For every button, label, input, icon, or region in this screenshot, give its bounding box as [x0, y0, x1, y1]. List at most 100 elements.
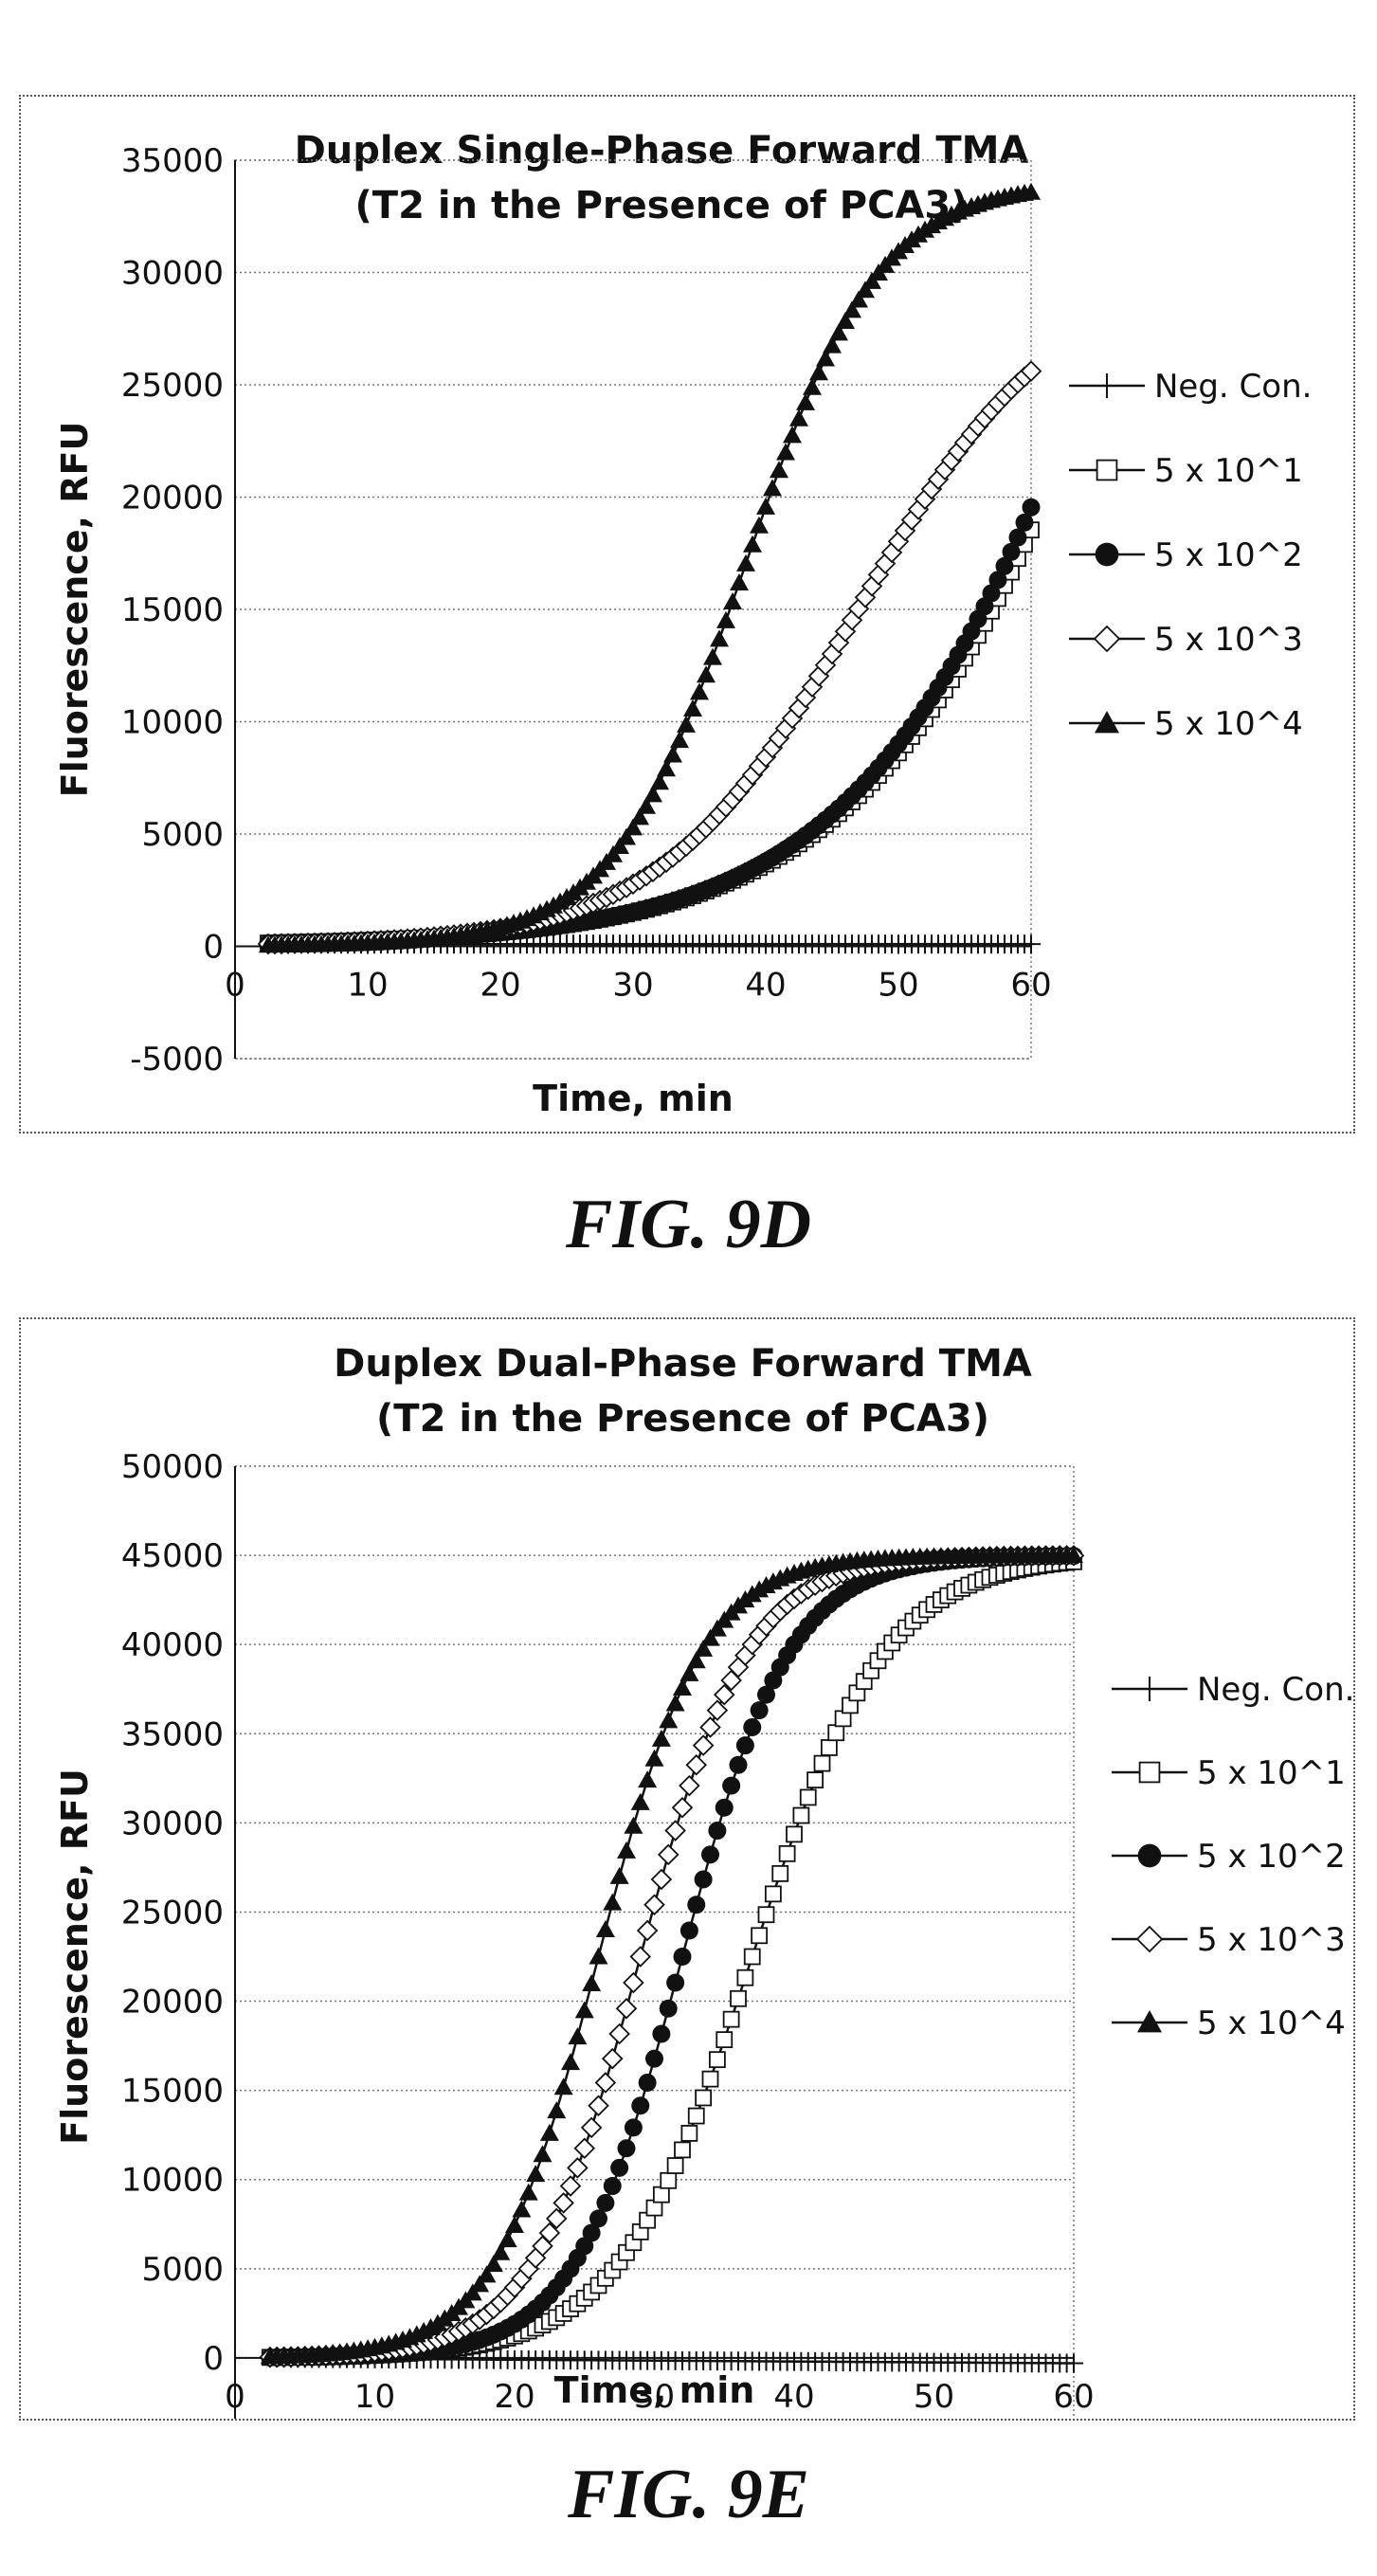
chart-2-point: [716, 2031, 734, 2049]
chart-2-point: [692, 1734, 715, 1756]
chart-2-point: [680, 2124, 698, 2142]
chart-2-point: [657, 1843, 679, 1866]
chart-1-ytick-label: 0: [203, 929, 224, 967]
chart-1-legend-label: 5 x 10^1: [1154, 452, 1303, 490]
figure-caption-9d: FIG. 9D: [565, 1186, 812, 1263]
chart-1-point: [783, 426, 802, 444]
chart-2-point: [470, 2275, 490, 2293]
chart-2-point: [713, 1683, 735, 1706]
chart-2-ytick-label: 30000: [121, 1805, 224, 1842]
chart-2-legend-marker: [1137, 1843, 1162, 1868]
chart-2-point: [806, 1771, 824, 1789]
chart-2-legend-label: Neg. Con.: [1197, 1671, 1353, 1709]
chart-2-xtick-label: 40: [773, 2378, 814, 2416]
chart-1-point: [630, 807, 649, 825]
chart-1-point: [663, 745, 682, 763]
chart-2-point: [582, 2223, 601, 2242]
chart-1-point: [1022, 934, 1041, 954]
chart-2-ytick-label: 10000: [121, 2162, 224, 2200]
chart-2-point: [644, 1749, 664, 1767]
chart-2-point: [638, 1770, 658, 1788]
chart-2-point: [526, 2165, 546, 2183]
chart-2-point: [538, 2222, 561, 2244]
chart-2-ytick-label: 25000: [121, 1894, 224, 1932]
chart-2-point: [567, 2157, 589, 2179]
chart-2-title-line-2: (T2 in the Presence of PCA3): [376, 1397, 989, 1441]
chart-2-point: [553, 2077, 573, 2095]
chart-2-point: [664, 1820, 686, 1841]
chart-2-legend-marker: [1138, 1761, 1161, 1784]
chart-1-point: [982, 584, 1001, 603]
chart-2-point: [820, 1739, 838, 1756]
chart-2-legend-marker: [1137, 2010, 1162, 2033]
chart-2-ytick-label: 20000: [121, 1984, 224, 2022]
chart-2-legend-item: 5 x 10^4: [1112, 2005, 1346, 2042]
chart-2-point: [715, 1798, 734, 1817]
chart-2-x-axis-label: Time, min: [554, 2369, 755, 2411]
chart-2-xtick-label: 30: [634, 2378, 675, 2416]
chart-2-point: [708, 2051, 726, 2069]
chart-1-legend-marker: [1096, 459, 1118, 481]
chart-1-point: [690, 682, 709, 700]
chart-2-point: [638, 2073, 657, 2092]
chart-1-legend-marker: [1095, 711, 1119, 734]
chart-2-ytick-label: 40000: [121, 1626, 224, 1664]
chart-1-legend-marker: [1093, 625, 1121, 653]
chart-frame-9e: Duplex Dual-Phase Forward TMA (T2 in the …: [19, 1317, 1355, 2467]
chart-1-xtick-label: 30: [612, 967, 653, 1005]
chart-2-ytick-label: 50000: [121, 1448, 224, 1486]
chart-1-point: [750, 516, 769, 534]
chart-1-ytick-label: 25000: [121, 367, 224, 405]
chart-2-point: [736, 1968, 754, 1986]
chart-2-legend-item: 5 x 10^3: [1112, 1921, 1346, 1959]
chart-2-point: [568, 2027, 588, 2045]
chart-2-point: [743, 1948, 761, 1966]
chart-1-legend-marker: [1095, 373, 1119, 398]
chart-9d: Duplex Single-Phase Forward TMA (T2 in th…: [54, 129, 1312, 1119]
chart-1-point: [789, 408, 808, 426]
chart-1-title-line-2: (T2 in the Presence of PCA3): [355, 184, 969, 227]
chart-1-ytick-label: -5000: [130, 1041, 224, 1079]
chart-2-point: [553, 2192, 574, 2214]
chart-2-point: [617, 1841, 636, 1859]
chart-1-point: [1022, 182, 1041, 200]
chart-1-ytick-label: 35000: [121, 142, 224, 180]
chart-2-point: [559, 2175, 582, 2197]
chart-frame-9d: Duplex Single-Phase Forward TMA (T2 in th…: [19, 95, 1355, 1134]
chart-1-ytick-label: 15000: [121, 591, 224, 629]
chart-2-point: [708, 1822, 727, 1841]
chart-1-legend-item: 5 x 10^1: [1069, 452, 1303, 490]
chart-1-point: [610, 836, 629, 854]
chart-2-legend-label: 5 x 10^2: [1197, 1838, 1346, 1876]
chart-2-point: [561, 2053, 580, 2071]
chart-2-legend-label: 5 x 10^1: [1197, 1754, 1346, 1792]
chart-1-point: [743, 535, 762, 553]
chart-2-point: [722, 1776, 741, 1795]
chart-2-point: [603, 2177, 622, 2196]
chart-2-ytick-label: 35000: [121, 1715, 224, 1753]
chart-2-point: [674, 2141, 691, 2159]
chart-2-point: [483, 2255, 503, 2273]
chart-2-y-axis-label: Fluorescence, RFU: [54, 1769, 96, 2145]
chart-2-plot-area: [234, 1465, 1075, 2448]
chart-1-point: [710, 629, 729, 647]
chart-2-point: [609, 1866, 629, 1884]
chart-2-legend-item: 5 x 10^2: [1112, 1838, 1346, 1876]
chart-2-point: [623, 1971, 644, 1994]
chart-1-xtick-label: 20: [480, 967, 520, 1005]
chart-9e: Duplex Dual-Phase Forward TMA (T2 in the …: [54, 1342, 1354, 2467]
chart-2-point: [589, 1947, 608, 1965]
chart-2-series-2: [261, 1552, 1082, 2367]
chart-1-title-line-1: Duplex Single-Phase Forward TMA: [295, 129, 1029, 172]
chart-2-point: [601, 2047, 624, 2070]
chart-2-point: [799, 1788, 817, 1806]
chart-2-point: [685, 1753, 708, 1776]
chart-2-point: [827, 1724, 845, 1742]
chart-1-point: [803, 377, 822, 395]
chart-2-point: [624, 1816, 643, 1834]
chart-1-point: [650, 772, 669, 790]
chart-2-point: [547, 2101, 567, 2119]
chart-2-point: [792, 1806, 810, 1824]
chart-1-series-5: [259, 182, 1041, 953]
chart-2-point: [659, 1999, 678, 2018]
